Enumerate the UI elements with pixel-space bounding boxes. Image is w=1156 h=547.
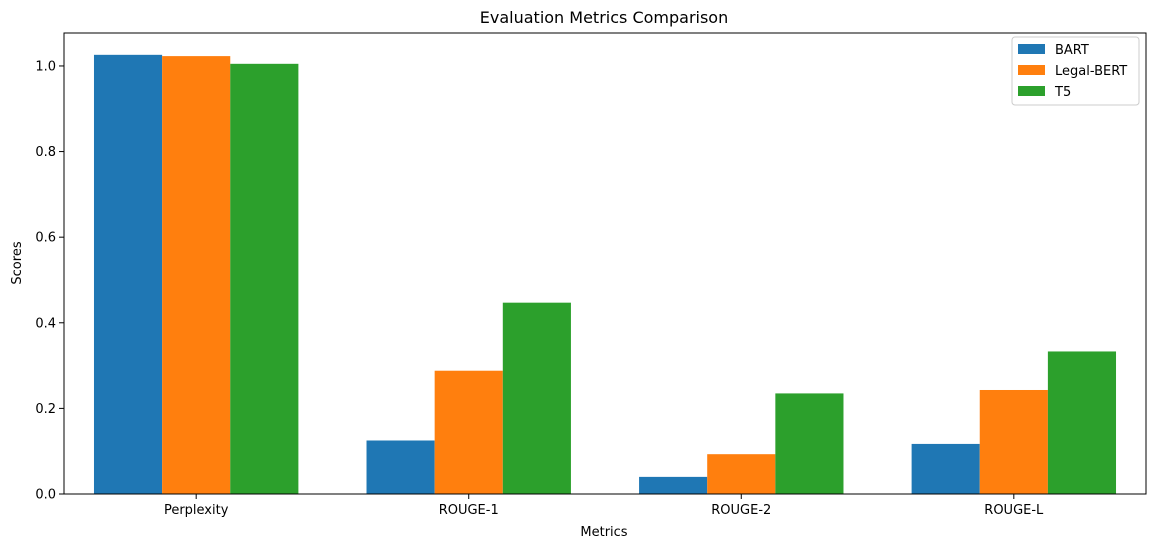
- legend: BART Legal-BERT T5: [1011, 36, 1140, 106]
- legend-swatch: [1018, 86, 1045, 96]
- bar-bart-rouge-2: [639, 476, 708, 494]
- x-tick-label: ROUGE-2: [711, 503, 771, 518]
- bar-legal-bert-perplexity: [162, 56, 231, 495]
- legend-swatch: [1018, 44, 1045, 54]
- bars-layer: [93, 54, 1117, 495]
- x-axis-label: Metrics: [580, 525, 627, 540]
- y-tick-label: 0.4: [35, 316, 56, 331]
- bar-t5-perplexity: [230, 63, 299, 494]
- x-tick-label: ROUGE-L: [984, 503, 1044, 518]
- legend-label: Legal-BERT: [1055, 64, 1127, 79]
- y-tick-label: 0.2: [35, 402, 56, 417]
- legend-swatch: [1018, 65, 1045, 75]
- y-tick-label: 0.0: [35, 488, 56, 503]
- bar-bart-rouge-l: [911, 443, 980, 494]
- axes-layer: 0.0 0.2 0.4 0.6 0.8 1.0 Perplexity ROUGE-1 ROUGE…: [35, 32, 1147, 518]
- y-tick-label: 0.8: [35, 145, 56, 160]
- bar-t5-rouge-1: [502, 302, 571, 494]
- bar-legal-bert-rouge-l: [979, 389, 1048, 494]
- x-tick-label: ROUGE-1: [439, 503, 499, 518]
- y-axis-label: Scores: [10, 241, 25, 284]
- chart-title: Evaluation Metrics Comparison: [480, 8, 728, 27]
- bar-t5-rouge-l: [1047, 351, 1117, 494]
- y-tick-label: 1.0: [35, 59, 56, 74]
- bar-legal-bert-rouge-1: [434, 370, 503, 494]
- bar-bart-perplexity: [93, 54, 163, 494]
- y-tick-label: 0.6: [35, 231, 56, 246]
- bar-t5-rouge-2: [775, 393, 844, 494]
- plot-frame: [63, 32, 1147, 495]
- bar-legal-bert-rouge-2: [707, 454, 776, 494]
- legend-label: T5: [1054, 85, 1071, 100]
- bar-bart-rouge-1: [366, 440, 435, 494]
- x-tick-label: Perplexity: [164, 503, 229, 518]
- legend-label: BART: [1055, 43, 1089, 58]
